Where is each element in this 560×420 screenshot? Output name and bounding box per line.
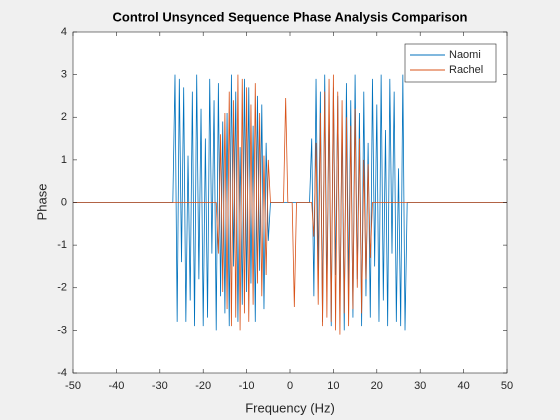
y-tick-label: -3 (57, 324, 67, 336)
x-tick-label: 10 (327, 380, 339, 392)
legend-label: Rachel (449, 64, 483, 76)
y-tick-label: -2 (57, 282, 67, 294)
y-tick-label: 0 (61, 196, 67, 208)
x-tick-label: -30 (152, 380, 168, 392)
chart-title: Control Unsynced Sequence Phase Analysis… (113, 9, 468, 24)
data-line (73, 74, 507, 335)
y-tick-label: 1 (61, 154, 67, 166)
x-tick-label: -20 (195, 380, 211, 392)
y-axis-label: Phase (34, 184, 49, 221)
legend-box (404, 43, 497, 83)
x-tick-label: 50 (501, 380, 513, 392)
x-tick-label: 20 (371, 380, 383, 392)
y-tick-label: 3 (61, 69, 67, 81)
y-tick-label: -1 (57, 239, 67, 251)
legend: Naomi Rachel (404, 43, 497, 83)
x-tick-label: 30 (414, 380, 426, 392)
x-axis-label: Frequency (Hz) (245, 400, 335, 415)
x-tick-label: -10 (239, 380, 255, 392)
x-tick-label: 0 (287, 380, 293, 392)
legend-label: Naomi (449, 49, 481, 61)
y-tick-label: -4 (57, 367, 67, 379)
x-tick-label: -50 (65, 380, 81, 392)
y-tick-label: 4 (61, 26, 67, 38)
x-tick-label: -40 (108, 380, 124, 392)
x-tick-label: 40 (457, 380, 469, 392)
y-tick-label: 2 (61, 111, 67, 123)
